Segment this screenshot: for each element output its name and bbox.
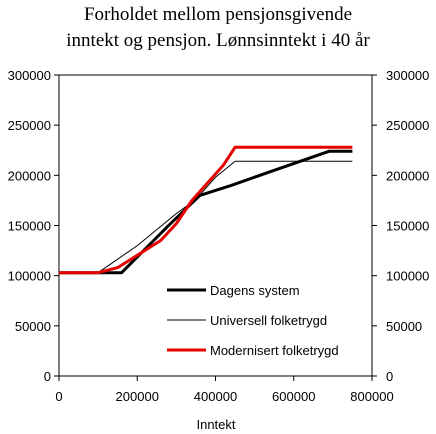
x-tick-label: 200000 bbox=[116, 389, 159, 404]
y-tick-label-left: 50000 bbox=[15, 319, 51, 334]
x-tick-label: 400000 bbox=[194, 389, 237, 404]
series-line-modernisert-folketrygd bbox=[59, 145, 353, 275]
y-tick-label-left: 250000 bbox=[8, 118, 51, 133]
y-tick-label-left: 100000 bbox=[8, 269, 51, 284]
x-tick-label: 800000 bbox=[350, 389, 393, 404]
x-tick-label: 600000 bbox=[272, 389, 315, 404]
axis-ticks: 0 50000 100000 150000 200000 250000 300000 0 500… bbox=[8, 68, 430, 404]
x-axis-label: Inntekt bbox=[196, 417, 235, 432]
chart-title-line-2: inntekt og pensjon. Lønnsinntekt i 40 år bbox=[66, 30, 370, 51]
legend: Dagens system Universell folketrygd Modern… bbox=[167, 283, 339, 358]
y-tick-label-left: 150000 bbox=[8, 219, 51, 234]
chart-title-line-1: Forholdet mellom pensjonsgivende bbox=[83, 4, 353, 25]
y-tick-label-right: 250000 bbox=[386, 118, 429, 133]
y-tick-label-right: 150000 bbox=[386, 219, 429, 234]
legend-label: Modernisert folketrygd bbox=[210, 343, 339, 358]
y-tick-label-left: 0 bbox=[44, 369, 51, 384]
legend-label: Dagens system bbox=[210, 283, 300, 298]
plot-area bbox=[58, 74, 373, 377]
legend-label: Universell folketrygd bbox=[210, 313, 327, 328]
y-tick-label-right: 50000 bbox=[386, 319, 422, 334]
x-tick-label: 0 bbox=[55, 389, 62, 404]
y-tick-label-left: 300000 bbox=[8, 68, 51, 83]
y-tick-label-left: 200000 bbox=[8, 168, 51, 183]
y-tick-label-right: 100000 bbox=[386, 269, 429, 284]
chart-title: Forholdet mellom pensjonsgivende inntekt… bbox=[0, 2, 436, 54]
y-tick-label-right: 300000 bbox=[386, 68, 429, 83]
series-lines bbox=[59, 145, 353, 275]
y-tick-label-right: 200000 bbox=[386, 168, 429, 183]
y-tick-label-right: 0 bbox=[386, 369, 393, 384]
